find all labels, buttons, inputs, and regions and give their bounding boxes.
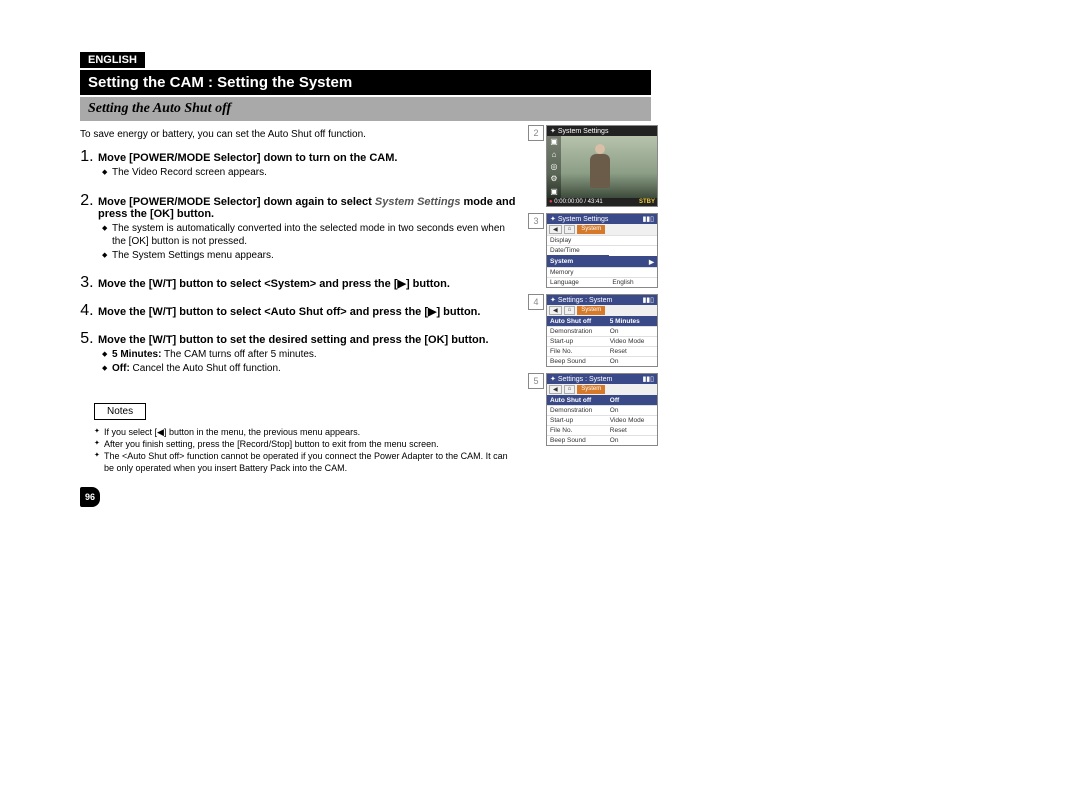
- notes-label: Notes: [94, 403, 146, 420]
- screen-5-wrap: 5 ✦ Settings : System ▮▮▯ ◀ ⌂ System Aut…: [528, 373, 658, 446]
- intro-text: To save energy or battery, you can set t…: [80, 129, 520, 140]
- camera-preview: [561, 136, 657, 198]
- step-2-sub-0: The system is automatically converted in…: [102, 222, 520, 249]
- steps-list: Move [POWER/MODE Selector] down to turn …: [80, 148, 520, 375]
- back-tab: ◀: [549, 225, 562, 234]
- system-tab: System: [577, 306, 605, 315]
- screen-3-wrap: 3 ✦ System Settings ▮▮▯ ◀ ⌂ System Displ…: [528, 213, 658, 288]
- step-5-sub-0: 5 Minutes: The CAM turns off after 5 min…: [102, 348, 520, 362]
- back-tab: ◀: [549, 306, 562, 315]
- instructions-column: To save energy or battery, you can set t…: [80, 125, 520, 507]
- step-3-head: Move the [W/T] button to select <System>…: [98, 277, 520, 290]
- mode-icon-4: ▣: [550, 188, 558, 196]
- step-1-sub-0: The Video Record screen appears.: [102, 166, 520, 180]
- step-5-head: Move the [W/T] button to set the desired…: [98, 334, 520, 346]
- step-2-sub-1: The System Settings menu appears.: [102, 249, 520, 263]
- battery-icon: ▮▮▯: [642, 296, 654, 304]
- menu-row: LanguageEnglish: [547, 277, 657, 287]
- screen-4-menu: Auto Shut off5 Minutes DemonstrationOn S…: [547, 316, 657, 366]
- screen-4: ✦ Settings : System ▮▮▯ ◀ ⌂ System Auto …: [546, 294, 658, 367]
- system-tab: System: [577, 225, 605, 234]
- screen-4-number: 4: [528, 294, 544, 310]
- menu-row: Display: [547, 236, 657, 246]
- camera-mode-sidebar: ▣ ⌂ ◎ ⚙ ▣: [547, 136, 561, 198]
- screens-column: 2 ✦ System Settings ▣ ⌂ ◎ ⚙ ▣: [528, 125, 658, 507]
- screen-5: ✦ Settings : System ▮▮▯ ◀ ⌂ System Auto …: [546, 373, 658, 446]
- menu-row: Start-upVideo Mode: [547, 415, 657, 425]
- page-number: 96: [80, 487, 100, 507]
- rec-icon: ● 0:00:00:00 / 43:41: [549, 199, 603, 205]
- screen-5-menu: Auto Shut offOff DemonstrationOn Start-u…: [547, 395, 657, 445]
- page-title: Setting the CAM : Setting the System: [80, 70, 651, 95]
- notes-list: If you select [◀] button in the menu, th…: [94, 426, 520, 475]
- screen-3: ✦ System Settings ▮▮▯ ◀ ⌂ System Display…: [546, 213, 658, 288]
- home-tab: ⌂: [564, 385, 576, 394]
- note-2: The <Auto Shut off> function cannot be o…: [94, 450, 520, 474]
- settings-icon: ✦: [550, 297, 556, 304]
- home-tab: ⌂: [564, 225, 576, 234]
- settings-icon: ✦: [550, 127, 556, 135]
- mode-icon-1: ⌂: [552, 151, 557, 159]
- screen-5-number: 5: [528, 373, 544, 389]
- screen-2: ✦ System Settings ▣ ⌂ ◎ ⚙ ▣: [546, 125, 658, 207]
- settings-icon: ✦: [550, 216, 556, 223]
- settings-icon: ✦: [550, 376, 556, 383]
- menu-row: DemonstrationOn: [547, 326, 657, 336]
- menu-row: Date/Time: [547, 246, 657, 256]
- stby-indicator: STBY: [639, 199, 655, 205]
- menu-row: File No.Reset: [547, 346, 657, 356]
- step-5-sub-1: Off: Cancel the Auto Shut off function.: [102, 362, 520, 376]
- menu-row: Beep SoundOn: [547, 356, 657, 366]
- menu-row-selected: Auto Shut offOff: [547, 395, 657, 405]
- camera-subject: [590, 154, 610, 188]
- manual-page: ENGLISH Setting the CAM : Setting the Sy…: [40, 30, 1040, 527]
- step-4-head: Move the [W/T] button to select <Auto Sh…: [98, 305, 520, 318]
- step-2: Move [POWER/MODE Selector] down again to…: [98, 192, 520, 263]
- menu-row: File No.Reset: [547, 425, 657, 435]
- screen-4-wrap: 4 ✦ Settings : System ▮▮▯ ◀ ⌂ System Aut…: [528, 294, 658, 367]
- step-4: Move the [W/T] button to select <Auto Sh…: [98, 302, 520, 318]
- menu-row: Start-upVideo Mode: [547, 336, 657, 346]
- battery-icon: ▮▮▯: [642, 375, 654, 383]
- step-1-head: Move [POWER/MODE Selector] down to turn …: [98, 152, 520, 164]
- note-1: After you finish setting, press the [Rec…: [94, 438, 520, 450]
- mode-icon-3: ⚙: [550, 175, 557, 183]
- system-tab: System: [577, 385, 605, 394]
- menu-row: Memory: [547, 267, 657, 277]
- step-2-head: Move [POWER/MODE Selector] down again to…: [98, 196, 520, 220]
- step-5: Move the [W/T] button to set the desired…: [98, 330, 520, 375]
- screen-3-number: 3: [528, 213, 544, 229]
- screen-2-number: 2: [528, 125, 544, 141]
- menu-row-selected: System▶: [547, 256, 657, 268]
- mode-icon-2: ◎: [551, 163, 558, 171]
- step-3: Move the [W/T] button to select <System>…: [98, 274, 520, 290]
- battery-icon: ▮▮▯: [642, 215, 654, 223]
- back-tab: ◀: [549, 385, 562, 394]
- screen-3-menu: Display Date/Time System▶ Memory Languag…: [547, 235, 657, 287]
- menu-row: DemonstrationOn: [547, 405, 657, 415]
- home-tab: ⌂: [564, 306, 576, 315]
- mode-icon-0: ▣: [550, 138, 558, 146]
- step-1: Move [POWER/MODE Selector] down to turn …: [98, 148, 520, 180]
- language-tag: ENGLISH: [80, 52, 145, 68]
- screen-2-title: System Settings: [558, 128, 609, 135]
- section-title: Setting the Auto Shut off: [80, 97, 651, 121]
- note-0: If you select [◀] button in the menu, th…: [94, 426, 520, 438]
- menu-row: Beep SoundOn: [547, 435, 657, 445]
- menu-row-selected: Auto Shut off5 Minutes: [547, 316, 657, 326]
- screen-2-wrap: 2 ✦ System Settings ▣ ⌂ ◎ ⚙ ▣: [528, 125, 658, 207]
